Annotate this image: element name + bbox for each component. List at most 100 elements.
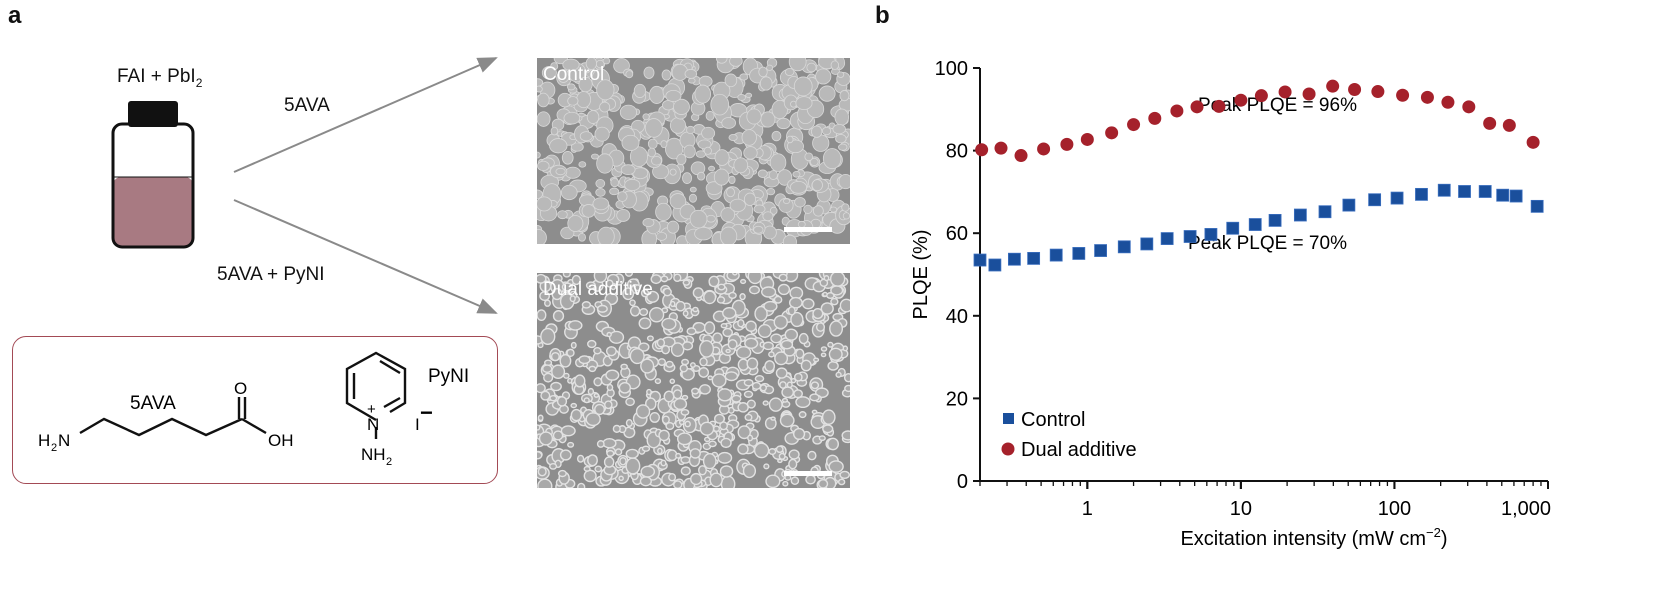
grain [763, 225, 777, 240]
grain [540, 390, 551, 401]
grain [585, 58, 598, 70]
dual-additive-point [1170, 104, 1184, 118]
grain [560, 425, 576, 437]
grain [692, 306, 699, 313]
grain [663, 390, 675, 403]
grain [550, 381, 562, 392]
grain [737, 402, 749, 413]
grain [822, 291, 828, 297]
grain [739, 293, 746, 301]
precursor-label: FAI + PbI2 [117, 66, 202, 90]
grain [717, 388, 733, 402]
y-axis-label: PLQE (%) [910, 229, 932, 319]
control-point [1027, 251, 1041, 265]
5ava-structure [79, 397, 267, 437]
dual-additive-point [1326, 79, 1340, 93]
pyni-nh-sub: 2 [386, 456, 392, 468]
grain [602, 438, 617, 449]
grain [827, 341, 834, 348]
grain [593, 273, 608, 284]
grain [719, 465, 734, 478]
annotation-peak-control: Peak PLQE = 70% [1188, 233, 1347, 254]
pyni-name: PyNI [428, 366, 469, 387]
control-point [1248, 218, 1262, 231]
grain [577, 482, 586, 488]
grain [585, 281, 596, 290]
grain [665, 360, 674, 368]
grain [596, 79, 615, 101]
grain [635, 404, 651, 419]
grain [568, 320, 583, 331]
grain [773, 295, 783, 304]
dual-additive-point [1234, 93, 1248, 107]
grain [537, 424, 541, 431]
grain [810, 381, 820, 390]
grain [745, 320, 757, 332]
grain [820, 352, 827, 358]
grain [682, 172, 693, 184]
grain [826, 437, 840, 451]
grain [722, 327, 733, 338]
pyni-nh: NH [361, 445, 386, 464]
grain [682, 279, 691, 286]
grain [641, 445, 651, 452]
grain [807, 450, 817, 461]
grain [570, 142, 584, 152]
grain [680, 409, 690, 416]
grain [571, 274, 581, 286]
grain [716, 296, 726, 304]
grain [542, 364, 553, 374]
grain [595, 188, 606, 197]
grain [766, 64, 774, 71]
grain [639, 476, 652, 487]
dual-additive-point [1348, 82, 1362, 96]
grain [801, 298, 815, 310]
5ava-oxygen: O [234, 379, 247, 398]
grain [839, 90, 850, 102]
grain [812, 308, 824, 320]
grain [771, 130, 782, 142]
grain [537, 111, 551, 127]
dual-additive-point [1526, 135, 1540, 149]
grain [612, 424, 621, 433]
control-point [1094, 244, 1107, 257]
grain [740, 278, 747, 285]
grain [780, 339, 794, 350]
grain [647, 147, 657, 158]
grain [708, 165, 716, 172]
dual-additive-point [1302, 87, 1316, 101]
grain [759, 384, 767, 392]
grain [581, 301, 592, 309]
grain [726, 187, 735, 198]
control-point [1509, 189, 1523, 203]
grain [661, 317, 677, 331]
grain [689, 209, 708, 229]
sem-image-dual-additive: Dual additive [537, 273, 850, 488]
grain [777, 169, 793, 186]
grain [688, 193, 698, 203]
grain [699, 384, 711, 395]
grain [728, 291, 737, 299]
grain [643, 66, 655, 79]
grain [694, 84, 712, 104]
grain [787, 306, 796, 316]
grain [743, 390, 754, 398]
grain [815, 68, 832, 85]
grain [728, 133, 738, 142]
grain [587, 339, 597, 349]
grain [617, 191, 628, 202]
grain [680, 466, 691, 476]
grain [714, 413, 725, 424]
grain [784, 67, 795, 76]
grain [687, 77, 696, 84]
grain [790, 476, 800, 486]
legend-circle-icon [1001, 442, 1015, 456]
dual-additive-point [1060, 137, 1074, 151]
scale-bar [784, 227, 832, 232]
grain [842, 345, 849, 352]
grain [537, 92, 550, 108]
5ava-h-sub: 2 [51, 442, 57, 454]
legend-label: Dual additive [1021, 439, 1137, 461]
dual-additive-point [1105, 126, 1119, 140]
grain [793, 372, 803, 382]
